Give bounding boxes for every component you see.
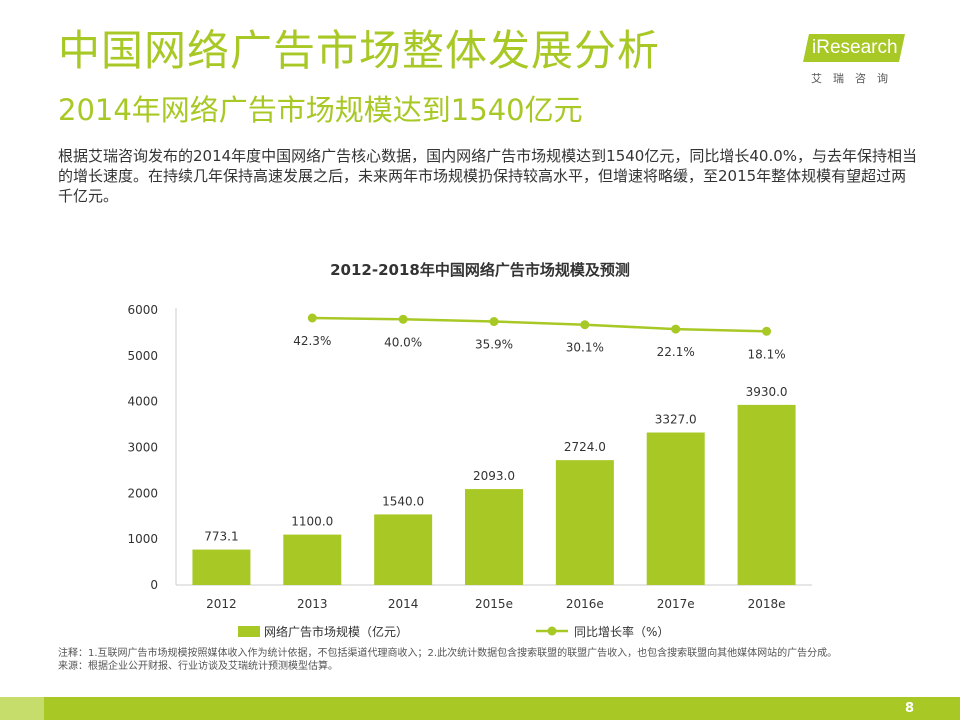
x-tick-label: 2018e: [748, 597, 786, 611]
growth-rate-line: [312, 316, 767, 333]
x-axis: 2012 2013 2014 2015e 2016e 2017e 2018e: [176, 584, 812, 611]
bar-value-label: 1540.0: [382, 494, 424, 508]
x-tick-label: 2014: [388, 597, 419, 611]
footer-accent: [0, 697, 44, 720]
page-number: 8: [904, 701, 914, 716]
bar-value-label: 2724.0: [564, 440, 606, 454]
y-tick-label: 6000: [127, 303, 158, 317]
y-tick-label: 2000: [127, 486, 158, 500]
x-tick-label: 2016e: [566, 597, 604, 611]
legend-bar-label: 网络广告市场规模（亿元）: [264, 624, 408, 639]
legend-bar-swatch: [238, 626, 260, 637]
bar: [283, 534, 342, 585]
bar: [555, 460, 614, 585]
intro-paragraph: 根据艾瑞咨询发布的2014年度中国网络广告核心数据，国内网络广告市场规模达到15…: [58, 147, 918, 205]
bar-series: [192, 404, 796, 585]
logo-cn: 艾瑞咨询: [811, 72, 899, 85]
bar: [465, 489, 523, 585]
growth-rate-point: [671, 324, 681, 334]
footer-bar: [0, 697, 960, 720]
y-tick-label: 3000: [127, 441, 158, 455]
x-tick-label: 2012: [206, 597, 237, 611]
chart-notes: 注释：1.互联网广告市场规模按照媒体收入作为统计依据，不包括渠道代理商收入；2.…: [58, 647, 837, 673]
growth-rate-point: [580, 320, 590, 330]
chart-legend: 网络广告市场规模（亿元） 同比增长率（%）: [238, 624, 669, 639]
growth-rate-label: 40.0%: [384, 335, 422, 349]
logo-word: iResearch: [812, 37, 898, 58]
x-tick-label: 2017e: [657, 597, 695, 611]
growth-rate-point: [762, 326, 772, 336]
growth-rate-series: 42.3% 40.0% 35.9% 30.1% 22.1% 18.1%: [293, 313, 786, 361]
page-title: 中国网络广告市场整体发展分析: [58, 26, 661, 75]
bar-value-label: 1100.0: [291, 515, 333, 529]
bar-value-label: 3930.0: [746, 385, 788, 399]
growth-rate-label: 42.3%: [293, 334, 331, 348]
bar-labels: 773.1 1100.0 1540.0 2093.0 2724.0 3327.0 3930.…: [204, 385, 787, 544]
market-size-chart: 2012-2018年中国网络广告市场规模及预测 0 1000 2000 3000 400…: [127, 261, 812, 639]
y-tick-label: 0: [150, 578, 158, 592]
y-tick-label: 5000: [127, 349, 158, 363]
growth-rate-point: [489, 317, 499, 327]
bar: [192, 549, 251, 585]
bar: [737, 404, 796, 585]
notes-line-1: 注释：1.互联网广告市场规模按照媒体收入作为统计依据，不包括渠道代理商收入；2.…: [58, 648, 838, 659]
bar: [374, 514, 433, 585]
iresearch-logo: iResearch 艾瑞咨询: [803, 30, 916, 90]
growth-rate-label: 35.9%: [475, 338, 513, 352]
growth-rate-label: 18.1%: [748, 347, 786, 361]
y-tick-label: 4000: [127, 395, 158, 409]
bar-value-label: 773.1: [204, 530, 238, 544]
x-tick-label: 2015e: [475, 597, 513, 611]
legend-line-label: 同比增长率（%）: [574, 624, 669, 639]
bar: [646, 432, 705, 585]
growth-rate-point: [307, 313, 317, 323]
growth-rate-label: 30.1%: [566, 341, 604, 355]
growth-rate-label: 22.1%: [657, 345, 695, 359]
page-subtitle: 2014年网络广告市场规模达到1540亿元: [58, 93, 583, 127]
y-tick-label: 1000: [127, 532, 158, 546]
x-tick-label: 2013: [297, 597, 328, 611]
notes-line-2: 来源：根据企业公开财报、行业访谈及艾瑞统计预测模型估算。: [58, 661, 338, 672]
bar-value-label: 3327.0: [655, 413, 697, 427]
y-axis: 0 1000 2000 3000 4000 5000 6000: [127, 303, 177, 592]
chart-title: 2012-2018年中国网络广告市场规模及预测: [330, 261, 630, 279]
bar-value-label: 2093.0: [473, 469, 515, 483]
legend-line-marker: [547, 626, 557, 636]
growth-rate-point: [398, 314, 408, 324]
